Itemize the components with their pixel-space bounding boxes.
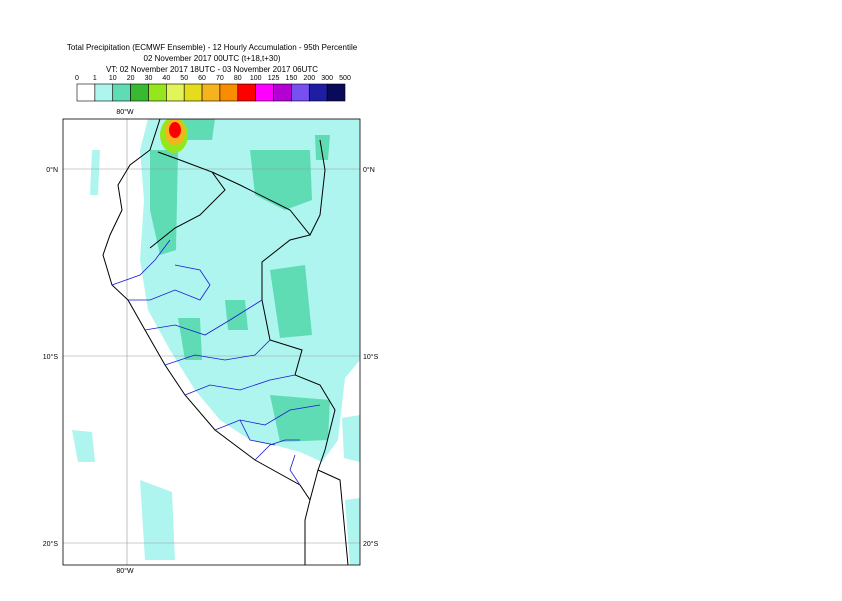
lat-label: 0°N (46, 166, 58, 174)
lat-label: 20°S (363, 540, 379, 548)
title-line: VT: 02 November 2017 18UTC - 03 November… (106, 65, 318, 74)
lon-label: 80°W (116, 108, 134, 116)
colorbar-label: 80 (234, 75, 242, 82)
map-frame (62, 118, 361, 566)
lat-label: 10°S (43, 353, 59, 361)
colorbar-box (219, 83, 239, 102)
lat-label: 0°N (363, 166, 375, 174)
colorbar-label: 60 (198, 75, 206, 82)
map-area (63, 119, 360, 565)
colorbar-label: 40 (162, 75, 170, 82)
colorbar-label: 20 (127, 75, 135, 82)
colorbar-box (76, 83, 96, 102)
title-line: 02 November 2017 00UTC (t+18,t+30) (144, 54, 281, 63)
lat-label: 10°S (363, 353, 379, 361)
title-line: Total Precipitation (ECMWF Ensemble) - 1… (67, 43, 358, 52)
colorbar: 0 1 10 20 30 40 50 60 70 80 100 125 150 200 300 500 (75, 75, 351, 102)
colorbar-box (255, 83, 274, 102)
colorbar-box (130, 83, 149, 102)
region-borders (111, 239, 321, 486)
colorbar-label: 150 (286, 75, 298, 82)
colorbar-label: 1 (93, 75, 97, 82)
colorbar-label: 70 (216, 75, 224, 82)
colorbar-label: 30 (145, 75, 153, 82)
colorbar-label: 125 (268, 75, 280, 82)
colorbar-box (201, 83, 221, 102)
colorbar-box (237, 83, 256, 102)
colorbar-label: 10 (109, 75, 117, 82)
colorbar-label: 300 (321, 75, 333, 82)
colorbar-label: 0 (75, 75, 79, 82)
colorbar-box (308, 83, 328, 102)
colorbar-box (94, 83, 114, 102)
colorbar-box (273, 83, 292, 102)
precip-fill (72, 119, 360, 565)
graticule (63, 119, 360, 565)
lon-label: 80°W (116, 567, 134, 575)
colorbar-box (326, 83, 346, 102)
colorbar-label: 50 (180, 75, 188, 82)
colorbar-box (291, 83, 310, 102)
colorbar-label: 500 (339, 75, 351, 82)
colorbar-label: 100 (250, 75, 262, 82)
colorbar-label: 200 (303, 75, 315, 82)
colorbar-box (112, 83, 131, 102)
lat-label: 20°S (43, 540, 59, 548)
colorbar-box (183, 83, 203, 102)
colorbar-box (148, 83, 167, 102)
colorbar-box (166, 83, 185, 102)
